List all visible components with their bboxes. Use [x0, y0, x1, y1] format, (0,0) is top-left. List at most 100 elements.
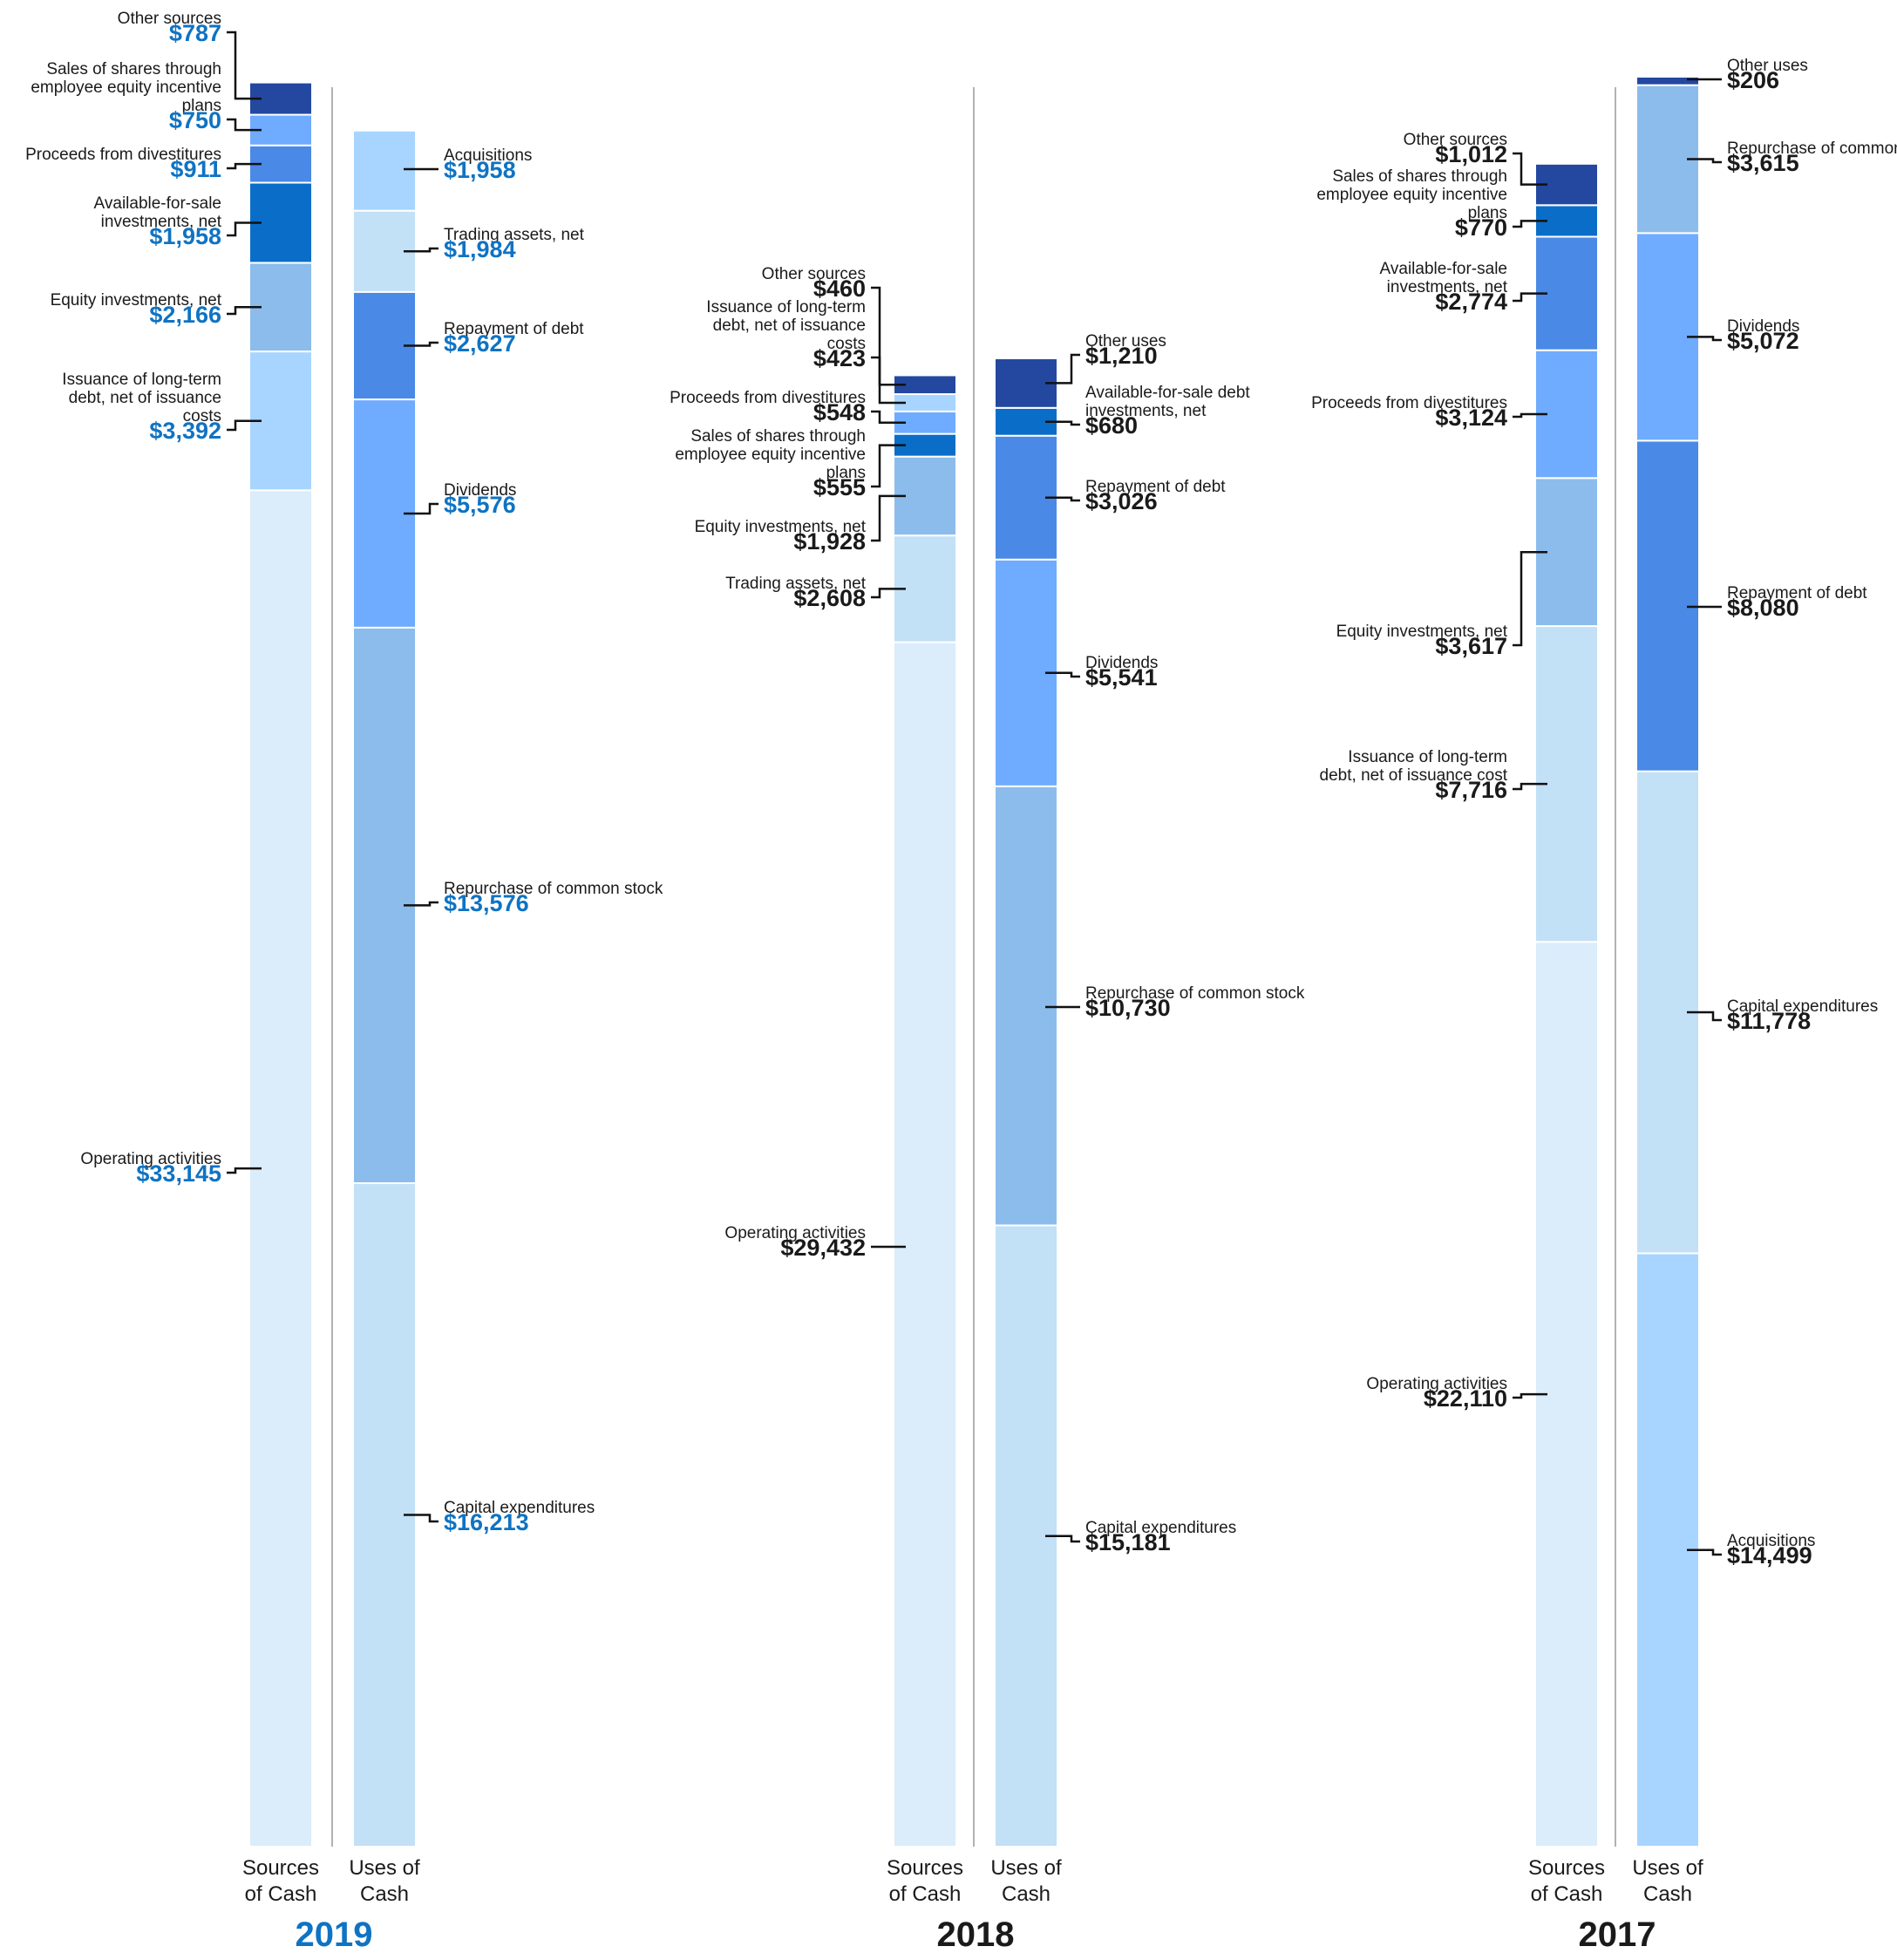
segment-label: Operating activities [1366, 1375, 1507, 1393]
segment-value: $1,958 [149, 223, 221, 249]
leader-line [1513, 152, 1547, 186]
leader-line [227, 118, 262, 132]
leader-line [227, 306, 262, 316]
segment-value: $787 [169, 20, 221, 46]
segment-label: Equity investments, net [51, 291, 222, 310]
segment-value: $555 [813, 474, 866, 500]
leader-line [227, 221, 262, 237]
segment-value: $13,576 [444, 890, 529, 916]
segment-value: $3,615 [1727, 150, 1799, 176]
segment-label: Repurchase of common stock [1085, 984, 1305, 1003]
segment-label: Equity investments, net [1336, 623, 1508, 641]
segment-label: Proceeds from divestitures [670, 389, 866, 407]
segment-value: $3,124 [1435, 405, 1507, 431]
segment-label: Proceeds from divestitures [25, 146, 221, 164]
segment-label: Trading assets, net [725, 575, 867, 593]
segment-value: $7,716 [1435, 777, 1507, 803]
source-segment [893, 641, 957, 1848]
leader-line [404, 247, 439, 253]
segment-label: Capital expenditures [1085, 1519, 1236, 1537]
x-label-sources: Sources of Cash [887, 1856, 963, 1906]
segment-value: $1,958 [444, 157, 516, 183]
segment-label: Available-for-sale investments, net [94, 194, 222, 231]
leader-line [1687, 1548, 1722, 1556]
segment-value: $15,181 [1085, 1529, 1171, 1555]
segment-label: Issuance of long-term debt, net of issuan… [1320, 748, 1508, 785]
segment-label: Acquisitions [444, 146, 532, 165]
leader-line [1513, 550, 1547, 647]
year-label: 2019 [296, 1916, 373, 1954]
segment-label: Capital expenditures [444, 1499, 595, 1517]
segment-value: $5,576 [444, 492, 516, 518]
segment-label: Dividends [1727, 317, 1799, 336]
use-segment [994, 785, 1058, 1227]
segment-label: Other sources [118, 10, 221, 28]
leader-line [404, 502, 439, 515]
leader-line [1513, 412, 1547, 419]
leader-line [1513, 292, 1547, 303]
leader-line [1045, 1535, 1080, 1543]
segment-label: Other uses [1085, 332, 1166, 350]
segment-label: Available-for-sale investments, net [1380, 260, 1508, 296]
segment-value: $8,080 [1727, 595, 1799, 621]
leader-line [227, 419, 262, 432]
segment-label: Dividends [444, 481, 516, 500]
segment-value: $1,984 [444, 236, 516, 262]
leader-line [1513, 220, 1547, 228]
leader-line [1045, 353, 1080, 385]
segment-value: $11,778 [1727, 1008, 1811, 1034]
leader-line [227, 1167, 262, 1174]
segment-label: Other sources [762, 265, 866, 283]
leader-line [1045, 420, 1080, 426]
segment-label: Available-for-sale debt investments, net [1085, 384, 1250, 420]
segment-value: $2,774 [1435, 289, 1507, 315]
segment-label: Proceeds from divestitures [1311, 394, 1507, 412]
year-group-2018: Operating activities$29,432 Trading asset… [670, 87, 1305, 1954]
leader-line [1045, 671, 1080, 678]
segment-value: $548 [813, 399, 866, 425]
segment-label: Sales of shares through employee equity i… [1316, 167, 1507, 222]
segment-label: Other uses [1727, 57, 1808, 75]
segment-value: $14,499 [1727, 1542, 1812, 1569]
leader-line [1045, 496, 1080, 502]
leader-line [1513, 1392, 1547, 1399]
segment-label: Trading assets, net [444, 226, 585, 244]
use-segment [1635, 76, 1700, 86]
segment-value: $22,110 [1424, 1385, 1507, 1412]
segment-value: $423 [813, 345, 866, 371]
year-label: 2017 [1579, 1916, 1656, 1954]
segment-label: Operating activities [724, 1224, 866, 1242]
leader-line [1687, 1011, 1722, 1022]
segment-value: $911 [170, 156, 221, 182]
leader-line [1513, 782, 1547, 791]
leader-line [871, 494, 906, 542]
segment-label: Repurchase of common stock [444, 880, 663, 898]
leader-line [1687, 158, 1722, 164]
segment-label: Sales of shares through employee equity i… [31, 60, 221, 115]
source-segment [248, 489, 313, 1848]
segment-label: Repayment of debt [1085, 478, 1226, 496]
x-label-uses: Uses of Cash [990, 1856, 1062, 1906]
segment-value: $2,166 [149, 302, 221, 328]
segment-label: Operating activities [80, 1150, 221, 1168]
leader-line [227, 162, 262, 170]
segment-value: $29,432 [780, 1235, 866, 1261]
leader-line [404, 1514, 439, 1523]
leader-line [404, 901, 439, 907]
segment-label: Issuance of long-term debt, net of issuan… [706, 298, 866, 353]
leader-line [871, 410, 906, 425]
leader-line [871, 286, 906, 386]
segment-label: Other sources [1404, 131, 1507, 149]
leader-line [1687, 336, 1722, 342]
segment-value: $750 [169, 107, 221, 133]
leader-line [871, 444, 906, 488]
segment-value: $1,928 [793, 528, 866, 555]
segment-label: Repayment of debt [444, 320, 584, 338]
segment-label: Issuance of long-term debt, net of issuan… [62, 371, 221, 425]
leader-line [227, 31, 262, 100]
segment-value: $1,012 [1435, 141, 1507, 167]
use-segment [352, 129, 417, 212]
segment-label: Capital expenditures [1727, 997, 1878, 1016]
segment-value: $3,392 [149, 418, 221, 444]
